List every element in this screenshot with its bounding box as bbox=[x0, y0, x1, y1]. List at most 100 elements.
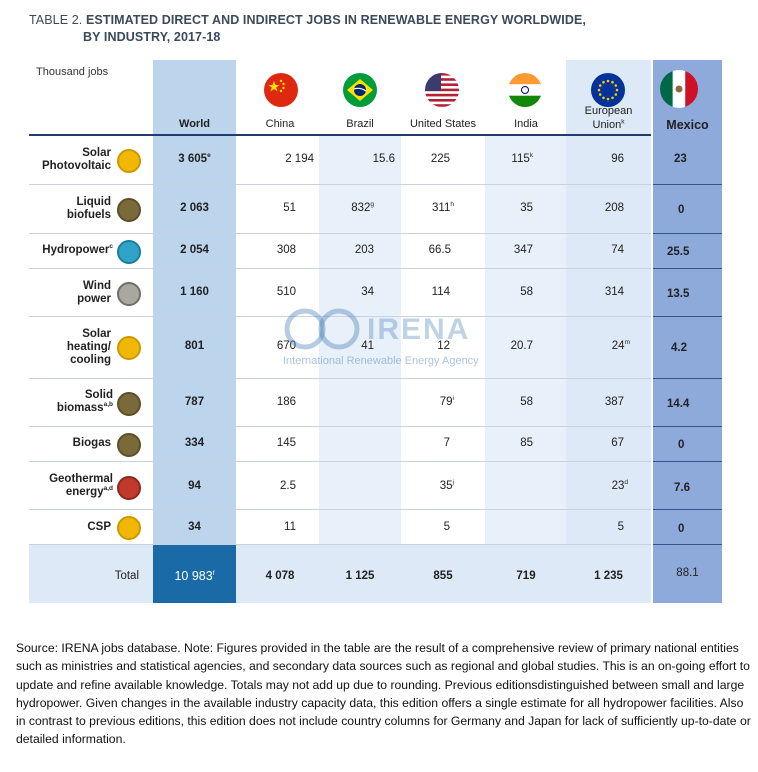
cell-us: 79i bbox=[439, 395, 454, 408]
geothermal-icon bbox=[117, 476, 141, 500]
row-label-liquid-biofuels: Liquid biofuels bbox=[66, 196, 111, 221]
cell-mexico: 7.6 bbox=[674, 482, 690, 494]
mexico-divider bbox=[653, 233, 722, 234]
cell-india: 58 bbox=[520, 396, 533, 408]
cell-eu: 387 bbox=[604, 396, 624, 408]
cell-eu: 208 bbox=[604, 202, 624, 214]
eu-flag-icon bbox=[591, 73, 625, 107]
cell-mexico: 0 bbox=[678, 204, 685, 216]
cell-eu-total: 1 235 bbox=[594, 570, 623, 582]
cell-us: 311h bbox=[432, 201, 454, 214]
cell-us: 35j bbox=[439, 479, 454, 492]
cell-eu: 67 bbox=[611, 437, 624, 449]
cell-mexico: 0 bbox=[678, 439, 685, 451]
mexico-divider bbox=[653, 184, 722, 185]
cell-us: 12 bbox=[437, 340, 450, 352]
row-divider bbox=[29, 509, 651, 510]
cell-eu: 314 bbox=[604, 286, 624, 298]
cell-us: 66.5 bbox=[428, 244, 451, 256]
cell-world: 787 bbox=[184, 396, 205, 408]
col-china: China bbox=[265, 118, 295, 130]
watermark-title: IRENA bbox=[367, 313, 471, 346]
cell-brazil: 832g bbox=[351, 201, 374, 214]
row-divider bbox=[29, 378, 651, 379]
leaf-icon bbox=[117, 392, 141, 416]
row-divider bbox=[29, 184, 651, 185]
leaf-icon bbox=[117, 198, 141, 222]
cell-india: 35 bbox=[520, 202, 533, 214]
cell-us-total: 855 bbox=[433, 570, 453, 582]
mexico-divider bbox=[653, 378, 722, 379]
irena-watermark: IRENA International Renewable Energy Age… bbox=[283, 307, 523, 371]
brazil-flag-icon bbox=[343, 73, 377, 107]
eu-column-bg bbox=[566, 60, 651, 544]
cell-eu: 74 bbox=[611, 244, 624, 256]
cell-eu: 23d bbox=[611, 479, 628, 492]
row-label-csp: CSP bbox=[87, 521, 111, 533]
cell-mexico: 25.5 bbox=[667, 246, 690, 258]
cell-world: 2 054 bbox=[180, 244, 209, 256]
table-title: TABLE 2. ESTIMATED DIRECT AND INDIRECT J… bbox=[29, 12, 749, 46]
watermark-subtitle: International Renewable Energy Agency bbox=[283, 355, 479, 367]
row-label-wind-power: Wind power bbox=[77, 280, 111, 305]
us-flag-icon bbox=[425, 73, 459, 107]
cell-mexico: 14.4 bbox=[667, 398, 690, 410]
cell-brazil: 41 bbox=[361, 340, 374, 352]
cell-china-total: 4 078 bbox=[265, 570, 295, 582]
mexico-flag-icon bbox=[660, 70, 698, 108]
row-label-geothermal: Geothermal energya,d bbox=[49, 473, 113, 498]
cell-world: 94 bbox=[188, 480, 201, 492]
cell-eu: 24m bbox=[611, 339, 630, 352]
brazil-stripe bbox=[319, 136, 401, 544]
total-row-bg bbox=[29, 544, 651, 603]
cell-us: 114 bbox=[431, 286, 450, 298]
unit-label: Thousand jobs bbox=[36, 66, 109, 78]
leaf-icon bbox=[117, 433, 141, 457]
cell-us: 5 bbox=[443, 521, 450, 533]
globe-logo-icon bbox=[284, 308, 360, 350]
india-flag-icon bbox=[508, 73, 542, 107]
world-total-bg bbox=[153, 544, 236, 603]
cell-india-total: 719 bbox=[516, 570, 536, 582]
cell-mexico: 13.5 bbox=[667, 288, 690, 300]
cell-brazil: 15.6 bbox=[372, 153, 395, 165]
cell-china: 145 bbox=[276, 437, 296, 449]
cell-india: 85 bbox=[520, 437, 533, 449]
cell-brazil: 34 bbox=[361, 286, 374, 298]
row-label-biogas: Biogas bbox=[72, 437, 111, 449]
world-column-bg bbox=[153, 60, 236, 544]
mexico-divider bbox=[653, 461, 722, 462]
row-label-total: Total bbox=[114, 570, 139, 582]
cell-china: 308 bbox=[276, 244, 296, 256]
cell-mexico-total: 88.1 bbox=[676, 567, 699, 579]
mexico-divider bbox=[653, 268, 722, 269]
row-label-solar-heating: Solar heating/cooling bbox=[66, 328, 111, 366]
mexico-divider bbox=[653, 426, 722, 427]
cell-india: 115k bbox=[511, 152, 533, 165]
cell-mexico: 0 bbox=[678, 523, 685, 535]
india-stripe bbox=[485, 136, 566, 544]
cell-china: 186 bbox=[276, 396, 296, 408]
cell-eu: 5 bbox=[617, 521, 624, 533]
cell-mexico: 23 bbox=[674, 153, 687, 165]
header-rule bbox=[29, 134, 651, 136]
title-line-1: ESTIMATED DIRECT AND INDIRECT JOBS IN RE… bbox=[85, 13, 586, 27]
source-note: Source: IRENA jobs database. Note: Figur… bbox=[16, 641, 751, 747]
col-brazil: Brazil bbox=[346, 118, 374, 130]
row-label-hydropower: Hydropowerc bbox=[42, 243, 113, 256]
row-divider bbox=[29, 316, 651, 317]
col-eu: European Unionk bbox=[584, 105, 633, 131]
row-label-solar-pv: Solar Photovoltaic bbox=[41, 147, 111, 172]
cell-world: 334 bbox=[184, 437, 205, 449]
cell-world: 801 bbox=[184, 340, 205, 352]
water-drop-icon bbox=[117, 240, 141, 264]
cell-china: 510 bbox=[276, 286, 296, 298]
cell-china: 51 bbox=[283, 202, 296, 214]
sun-icon bbox=[117, 336, 141, 360]
sun-icon bbox=[117, 516, 141, 540]
cell-world-total: 10 983f bbox=[174, 569, 215, 583]
cell-us: 225 bbox=[430, 153, 450, 165]
cell-india: 347 bbox=[513, 244, 533, 256]
sun-icon bbox=[117, 149, 141, 173]
mexico-divider bbox=[653, 316, 722, 317]
